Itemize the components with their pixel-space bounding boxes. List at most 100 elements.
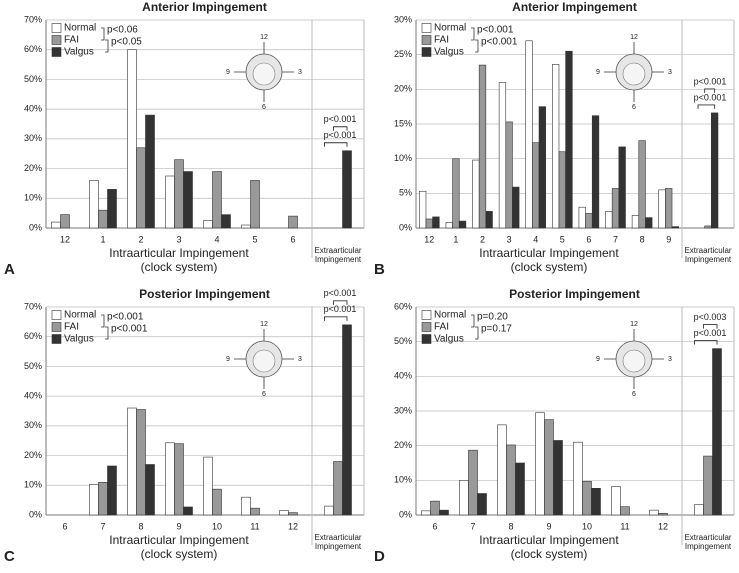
x-tick-label: 7	[613, 234, 618, 244]
x-tick-label: 11	[620, 521, 629, 531]
bar	[703, 455, 713, 516]
bar	[89, 484, 99, 516]
bar	[458, 220, 467, 229]
inset-label: 9	[226, 356, 230, 363]
bracket	[101, 314, 105, 328]
bar	[505, 121, 513, 229]
bar	[497, 424, 507, 516]
inset-label: 6	[632, 104, 636, 111]
x-tick-label: 8	[138, 521, 143, 531]
bar	[552, 64, 560, 229]
y-tick-label: 25%	[394, 49, 412, 59]
bracket	[694, 340, 718, 345]
x-tick-label: 1	[100, 234, 105, 244]
bracket	[704, 88, 716, 93]
x-axis-title: Intraarticular Impingement (clock system…	[109, 533, 249, 561]
bar	[174, 443, 184, 516]
legend-label: Normal	[434, 310, 466, 321]
bar	[342, 150, 352, 229]
inset-label: 3	[298, 69, 302, 76]
p-value: p<0.001	[324, 130, 357, 140]
bar	[98, 482, 108, 516]
legend-label: Valgus	[434, 47, 464, 58]
bar	[631, 215, 640, 229]
bracket	[475, 39, 479, 53]
bar	[419, 190, 427, 229]
y-tick-label: 50%	[24, 361, 42, 371]
bar	[645, 217, 653, 229]
bracket	[324, 316, 348, 321]
panel: Anterior Impingement A 0% 10% 20% 30% 40% 50% 60…	[0, 0, 369, 286]
inset-label: 12	[630, 321, 638, 328]
inset-label: 9	[226, 69, 230, 76]
bar	[478, 64, 487, 229]
chart-title: Anterior Impingement	[512, 0, 637, 14]
y-tick-label: 60%	[24, 44, 42, 54]
bar	[421, 510, 431, 516]
x-tick-label: 10	[212, 521, 222, 531]
bar	[459, 480, 469, 516]
bar	[585, 213, 593, 229]
bar	[203, 456, 213, 516]
panel-label: D	[374, 548, 385, 565]
bar	[506, 444, 516, 516]
x-tick-label: 7	[100, 521, 105, 531]
legend-label: Normal	[434, 23, 466, 34]
x-tick-label: 6	[432, 521, 437, 531]
chart: Anterior Impingement B 0% 5% 10% 15% 20% 25% 30%…	[374, 0, 735, 278]
bar	[145, 114, 155, 229]
bar	[333, 461, 343, 516]
x-tick-label: 7	[470, 521, 475, 531]
bar	[203, 220, 213, 229]
x-tick-label: 10	[582, 521, 592, 531]
p-value: p<0.001	[324, 288, 357, 298]
bar	[565, 50, 573, 229]
y-tick-label: 60%	[24, 331, 42, 341]
y-tick-label: 50%	[24, 74, 42, 84]
bar	[145, 464, 155, 516]
bar	[127, 407, 137, 516]
bar	[165, 442, 175, 516]
bracket	[105, 39, 109, 53]
bar	[212, 488, 222, 516]
x-tick-label: Extraarticular Impingement	[314, 246, 362, 265]
y-tick-label: 10%	[24, 193, 42, 203]
inset-joint	[252, 349, 276, 373]
y-tick-label: 40%	[24, 391, 42, 401]
p-value: p<0.06	[107, 25, 138, 36]
bar	[618, 146, 626, 229]
bar	[136, 147, 146, 229]
bar	[60, 214, 70, 229]
bar	[183, 171, 193, 229]
bar	[430, 500, 440, 516]
panel-label: C	[4, 548, 15, 565]
p-value: p<0.05	[111, 37, 142, 48]
inset-label: 6	[262, 391, 266, 398]
chart: Posterior Impingement C 0% 10% 20% 30% 40% 50% 6…	[4, 287, 365, 565]
bar	[445, 222, 453, 229]
y-tick-label: 50%	[394, 336, 412, 346]
bar	[658, 189, 666, 229]
inset-label: 3	[298, 356, 302, 363]
inset-label: 3	[668, 356, 672, 363]
bar	[512, 186, 520, 229]
x-tick-label: 9	[666, 234, 671, 244]
p-value: p=0.17	[481, 324, 512, 335]
x-tick-label: Extraarticular Impingement	[314, 533, 362, 552]
legend-swatch	[51, 334, 62, 344]
bar	[174, 159, 184, 229]
legend-swatch	[421, 23, 432, 33]
bar	[425, 218, 433, 229]
y-tick-label: 40%	[24, 104, 42, 114]
p-value: p<0.001	[111, 324, 148, 335]
bar	[712, 348, 722, 516]
y-tick-label: 0%	[29, 509, 42, 519]
legend-label: FAI	[64, 322, 79, 333]
inset-label: 6	[262, 104, 266, 111]
chart-title: Posterior Impingement	[509, 287, 640, 301]
legend-swatch	[421, 310, 432, 320]
x-tick-label: 8	[508, 521, 513, 531]
y-tick-label: 20%	[394, 84, 412, 94]
legend-swatch	[51, 322, 62, 332]
